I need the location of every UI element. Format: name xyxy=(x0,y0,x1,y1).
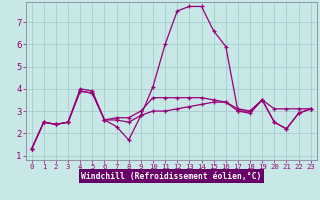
X-axis label: Windchill (Refroidissement éolien,°C): Windchill (Refroidissement éolien,°C) xyxy=(81,172,261,181)
